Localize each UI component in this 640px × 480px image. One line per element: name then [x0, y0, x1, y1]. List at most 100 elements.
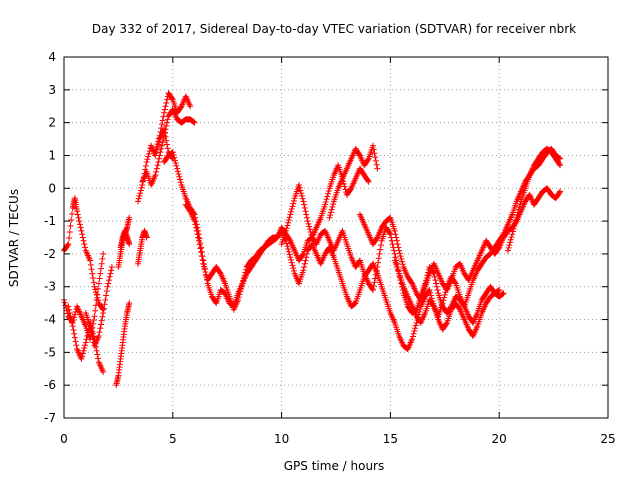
data-point: [134, 198, 141, 205]
data-point: [290, 200, 297, 207]
data-point: [375, 259, 382, 266]
data-point: [65, 303, 72, 310]
data-point: [507, 239, 514, 246]
data-point: [507, 236, 514, 243]
data-point: [499, 232, 506, 239]
data-point: [391, 250, 398, 257]
data-point: [513, 214, 520, 221]
data-point: [87, 323, 94, 330]
data-point: [495, 287, 502, 294]
data-point: [298, 192, 305, 199]
data-point: [329, 203, 336, 210]
data-point: [170, 151, 177, 158]
data-point: [88, 266, 95, 273]
data-point: [83, 336, 90, 343]
data-point: [160, 113, 167, 120]
data-point: [286, 236, 293, 243]
data-point: [325, 188, 332, 195]
data-point: [441, 291, 448, 298]
data-point: [138, 184, 145, 191]
data-point: [202, 268, 209, 275]
data-point: [81, 344, 88, 351]
data-point: [299, 252, 306, 259]
data-point: [97, 270, 104, 277]
data-point: [287, 254, 294, 261]
data-point: [201, 266, 208, 273]
data-point: [68, 216, 75, 223]
data-point: [81, 241, 88, 248]
data-point: [431, 273, 438, 280]
data-point: [390, 244, 397, 251]
data-point: [159, 139, 166, 146]
data-point: [98, 317, 105, 324]
data-point: [342, 186, 349, 193]
data-point: [153, 168, 160, 175]
data-point: [514, 212, 521, 219]
data-point: [64, 242, 71, 249]
data-point: [285, 219, 292, 226]
data-point: [409, 336, 416, 343]
data-point: [365, 178, 372, 185]
data-point: [392, 254, 399, 261]
plot-frame: [63, 56, 609, 419]
data-point: [327, 209, 334, 216]
data-point: [373, 235, 380, 242]
data-point: [303, 254, 310, 261]
data-point: [99, 313, 106, 320]
data-point: [176, 173, 183, 180]
data-point: [500, 290, 507, 297]
data-point: [156, 132, 163, 139]
data-point: [301, 264, 308, 271]
data-point: [105, 280, 112, 287]
data-point: [61, 299, 68, 306]
data-point: [153, 165, 160, 172]
data-point: [67, 223, 74, 230]
data-point: [243, 266, 250, 273]
data-point: [145, 150, 152, 157]
data-point: [556, 189, 563, 196]
data-point: [306, 226, 313, 233]
y-tick-label: -4: [44, 313, 56, 327]
data-point: [90, 274, 97, 281]
y-tick-label: -2: [44, 247, 56, 261]
data-point: [324, 193, 331, 200]
data-point: [158, 121, 165, 128]
data-point: [287, 211, 294, 218]
data-point: [194, 231, 201, 238]
data-point: [216, 269, 223, 276]
data-point: [90, 333, 97, 340]
data-point: [410, 330, 417, 337]
data-point: [510, 225, 517, 232]
data-point: [439, 300, 446, 307]
data-point: [377, 242, 384, 249]
data-point: [84, 332, 91, 339]
data-point: [509, 228, 516, 235]
data-point: [79, 353, 86, 360]
data-point: [186, 207, 193, 214]
data-point: [82, 244, 89, 251]
data-point: [288, 259, 295, 266]
data-point: [106, 273, 113, 280]
data-point: [153, 146, 160, 153]
y-tick-label: -1: [44, 214, 56, 228]
data-point: [70, 326, 77, 333]
data-point: [328, 206, 335, 213]
data-point: [351, 301, 358, 308]
y-tick-label: 1: [48, 148, 56, 162]
data-point: [432, 277, 439, 284]
data-point: [161, 109, 168, 116]
data-point: [97, 265, 104, 272]
data-point: [72, 338, 79, 345]
data-point: [238, 283, 245, 290]
data-point: [372, 275, 379, 282]
data-point: [108, 267, 115, 274]
data-point: [305, 220, 312, 227]
data-point: [82, 339, 89, 346]
x-tick-label: 0: [60, 432, 68, 446]
data-point: [163, 99, 170, 106]
data-point: [160, 136, 167, 143]
data-point: [87, 326, 94, 333]
data-point: [499, 290, 506, 297]
data-point: [303, 250, 310, 257]
y-tick-label: 4: [48, 50, 56, 64]
